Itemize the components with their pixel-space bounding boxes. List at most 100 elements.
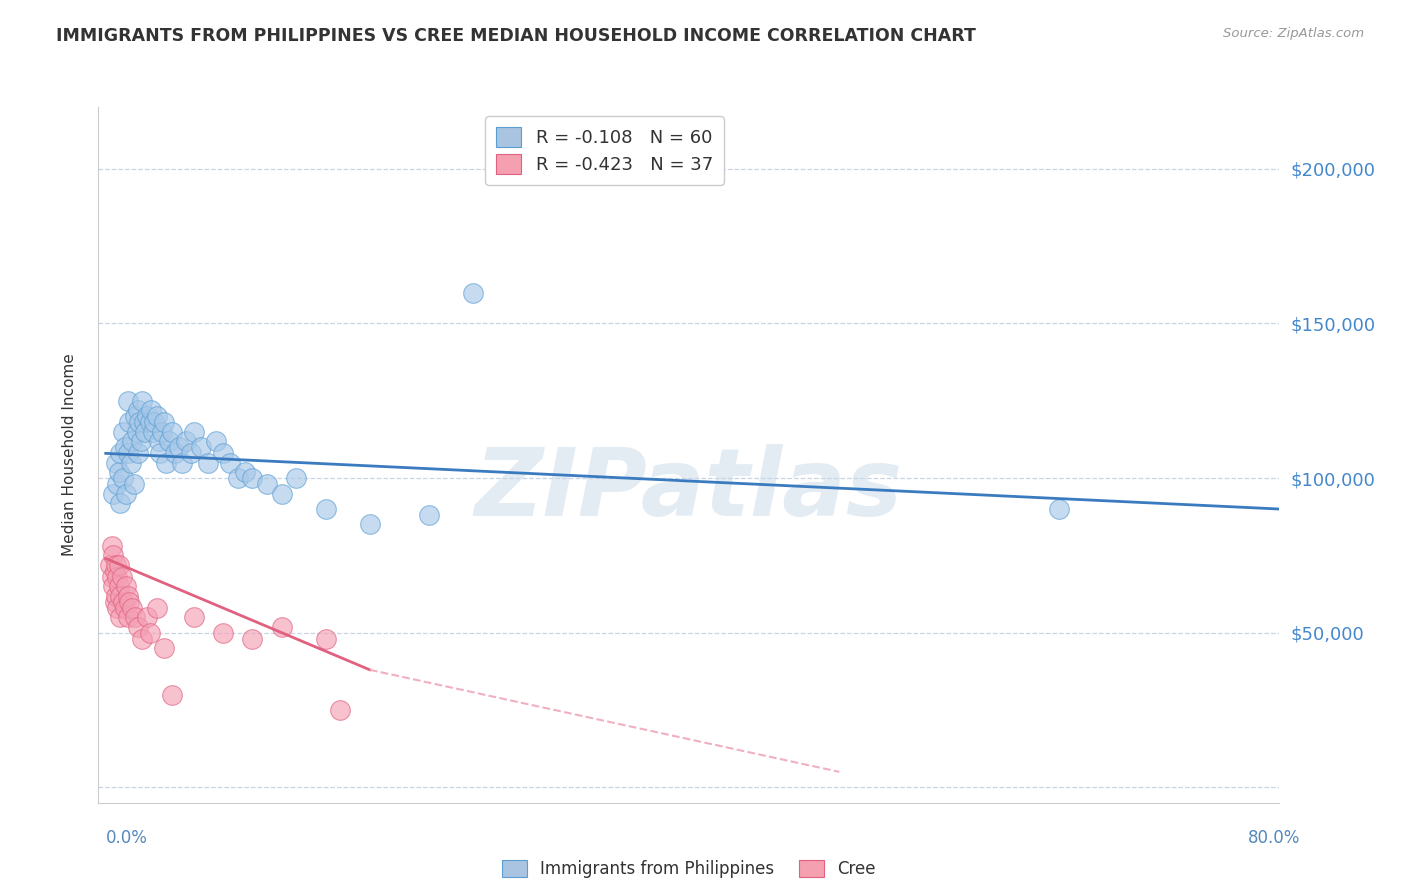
Point xyxy=(204,434,226,448)
Point xyxy=(461,285,484,300)
Point xyxy=(107,477,129,491)
Point xyxy=(105,456,128,470)
Point xyxy=(101,486,124,500)
Point xyxy=(98,558,121,572)
Point xyxy=(108,558,131,572)
Point xyxy=(118,595,141,609)
Point xyxy=(100,570,122,584)
Point xyxy=(124,610,146,624)
Point xyxy=(120,456,142,470)
Point xyxy=(114,440,136,454)
Point xyxy=(108,465,131,479)
Point xyxy=(101,579,124,593)
Point xyxy=(153,641,176,656)
Point xyxy=(285,471,308,485)
Point xyxy=(170,456,193,470)
Point xyxy=(105,589,128,603)
Point xyxy=(115,579,138,593)
Text: 80.0%: 80.0% xyxy=(1249,829,1301,847)
Point xyxy=(114,601,136,615)
Point xyxy=(160,688,183,702)
Point xyxy=(180,446,202,460)
Point xyxy=(315,502,337,516)
Point xyxy=(122,477,145,491)
Point xyxy=(117,393,139,408)
Point xyxy=(135,610,157,624)
Point xyxy=(176,434,198,448)
Point xyxy=(153,416,176,430)
Point xyxy=(150,425,173,439)
Point xyxy=(141,403,163,417)
Point xyxy=(124,409,146,424)
Point xyxy=(148,434,170,448)
Point xyxy=(129,434,152,448)
Point xyxy=(112,471,135,485)
Point xyxy=(110,496,132,510)
Point xyxy=(146,601,169,615)
Point xyxy=(125,425,148,439)
Text: Source: ZipAtlas.com: Source: ZipAtlas.com xyxy=(1223,27,1364,40)
Point xyxy=(149,446,172,460)
Point xyxy=(219,456,242,470)
Point xyxy=(117,446,139,460)
Point xyxy=(105,558,128,572)
Point xyxy=(127,446,149,460)
Point xyxy=(127,403,149,417)
Point xyxy=(111,570,134,584)
Point xyxy=(157,434,180,448)
Point xyxy=(226,471,249,485)
Point xyxy=(160,425,183,439)
Point xyxy=(270,619,292,633)
Point xyxy=(183,610,205,624)
Point xyxy=(110,589,132,603)
Point xyxy=(142,425,165,439)
Point xyxy=(163,446,186,460)
Point xyxy=(107,601,129,615)
Y-axis label: Median Household Income: Median Household Income xyxy=(62,353,77,557)
Point xyxy=(131,632,153,646)
Point xyxy=(118,416,141,430)
Point xyxy=(103,564,125,578)
Point xyxy=(107,570,129,584)
Point xyxy=(127,619,149,633)
Point xyxy=(155,456,177,470)
Point xyxy=(108,579,131,593)
Point xyxy=(110,610,132,624)
Point xyxy=(167,440,190,454)
Point xyxy=(242,471,264,485)
Point xyxy=(183,425,205,439)
Point xyxy=(1047,502,1070,516)
Text: IMMIGRANTS FROM PHILIPPINES VS CREE MEDIAN HOUSEHOLD INCOME CORRELATION CHART: IMMIGRANTS FROM PHILIPPINES VS CREE MEDI… xyxy=(56,27,976,45)
Legend: Immigrants from Philippines, Cree: Immigrants from Philippines, Cree xyxy=(495,854,883,885)
Point xyxy=(212,625,235,640)
Point xyxy=(101,549,124,563)
Point xyxy=(103,595,125,609)
Point xyxy=(146,409,169,424)
Point xyxy=(190,440,212,454)
Point xyxy=(359,517,381,532)
Point xyxy=(418,508,440,523)
Point xyxy=(121,601,143,615)
Point xyxy=(131,393,153,408)
Point xyxy=(139,625,162,640)
Point xyxy=(197,456,219,470)
Point xyxy=(110,446,132,460)
Point xyxy=(117,589,139,603)
Point xyxy=(117,610,139,624)
Point xyxy=(242,632,264,646)
Point xyxy=(128,416,150,430)
Point xyxy=(256,477,278,491)
Point xyxy=(329,703,352,717)
Point xyxy=(135,409,157,424)
Text: 0.0%: 0.0% xyxy=(105,829,148,847)
Point xyxy=(112,425,135,439)
Point xyxy=(134,425,156,439)
Point xyxy=(132,416,155,430)
Point xyxy=(139,416,162,430)
Point xyxy=(315,632,337,646)
Point xyxy=(233,465,256,479)
Point xyxy=(112,595,135,609)
Point xyxy=(100,539,122,553)
Point xyxy=(121,434,143,448)
Point xyxy=(115,486,138,500)
